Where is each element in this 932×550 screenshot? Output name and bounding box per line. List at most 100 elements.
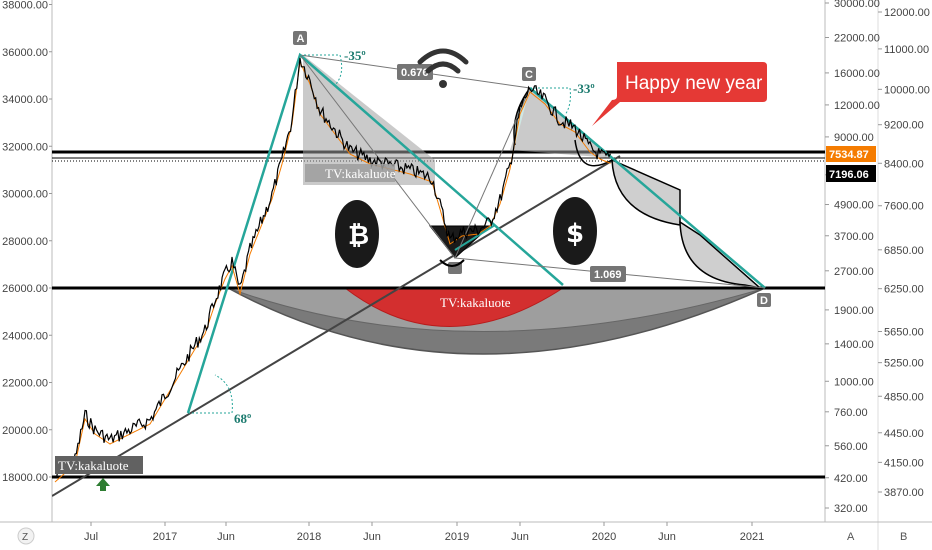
price-tag-upper: 7534.87 [826, 146, 876, 162]
right-outer-tick-label: 5250.00 [884, 358, 924, 370]
svg-text:D: D [760, 295, 768, 307]
right-outer-tick-label: 7600.00 [884, 201, 924, 213]
axis-button-a[interactable]: A [847, 531, 855, 543]
right-axis-outer: 3870.00 4150.00 4450.00 4850.00 5250.00 5650.… [878, 7, 930, 499]
rising-trendline [52, 155, 621, 497]
left-tick-label: 30000.00 [2, 189, 48, 201]
ratio-line-bc [454, 87, 531, 259]
left-tick-label: 38000.00 [2, 0, 48, 12]
right-outer-tick-label: 12000.00 [884, 7, 930, 19]
right-inner-tick-label: 30000.00 [834, 0, 880, 10]
right-inner-tick-label: 320.00 [834, 503, 868, 515]
watermark-3: TV:kakaluote [58, 458, 129, 473]
left-tick-label: 18000.00 [2, 472, 48, 484]
red-dome [343, 287, 565, 327]
right-inner-tick-label: 4900.00 [834, 200, 874, 212]
left-tick-label: 28000.00 [2, 236, 48, 248]
left-tick-label: 36000.00 [2, 47, 48, 59]
wifi-icon [417, 48, 469, 88]
right-inner-tick-label: 9000.00 [834, 132, 874, 144]
right-outer-tick-label: 4850.00 [884, 391, 924, 403]
price-tag-lower: 7196.06 [826, 165, 876, 182]
x-axis: Jul 2017 Jun 2018 Jun 2019 Jun 2020 Jun 2021 [84, 522, 764, 543]
x-tick-label: 2019 [445, 531, 469, 543]
projection-arc-1 [611, 158, 681, 226]
svg-text:0.676: 0.676 [401, 67, 429, 79]
ratio-label-0676: 0.676 [397, 64, 433, 80]
right-inner-tick-label: 3700.00 [834, 231, 874, 243]
right-inner-tick-label: 1000.00 [834, 376, 874, 388]
ratio-label-1069: 1.069 [590, 266, 626, 282]
x-tick-label: Jun [217, 531, 235, 543]
x-tick-label: 2020 [592, 531, 616, 543]
left-tick-label: 34000.00 [2, 94, 48, 106]
x-tick-label: 2018 [297, 531, 321, 543]
right-outer-tick-label: 6250.00 [884, 284, 924, 296]
watermark-box-1 [305, 164, 395, 182]
right-inner-tick-label: 2700.00 [834, 266, 874, 278]
angle-arc-a [300, 54, 343, 86]
left-tick-label: 26000.00 [2, 283, 48, 295]
axis-button-z[interactable]: Z [17, 527, 35, 545]
angle-label-68: 68º [234, 411, 251, 426]
right-inner-tick-label: 560.00 [834, 441, 868, 453]
point-label-a: A [293, 31, 307, 45]
price-line [54, 57, 612, 479]
left-tick-label: 20000.00 [2, 425, 48, 437]
right-axis-inner: 320.00 420.00 560.00 760.00 1000.00 1400.00 19… [825, 0, 880, 515]
watermark-2: TV:kakaluote [440, 295, 511, 310]
right-inner-tick-label: 420.00 [834, 473, 868, 485]
point-label-c: C [522, 67, 536, 81]
x-tick-label: 2017 [153, 531, 177, 543]
right-outer-tick-label: 9200.00 [884, 120, 924, 132]
svg-text:₿: ₿ [348, 221, 369, 251]
svg-text:A: A [847, 531, 855, 543]
left-tick-label: 32000.00 [2, 141, 48, 153]
up-arrow-icon [96, 478, 110, 491]
svg-text:B: B [900, 531, 907, 543]
anchor-icon [439, 259, 465, 267]
right-outer-tick-label: 8400.00 [884, 158, 924, 170]
svg-text:Z: Z [22, 532, 28, 543]
green-leg-cd [529, 87, 766, 289]
angle-arc-68 [188, 374, 233, 414]
x-tick-label: 2021 [740, 531, 764, 543]
callout-bubble: Happy new year [592, 62, 767, 126]
svg-text:A: A [297, 33, 305, 45]
left-tick-label: 24000.00 [2, 330, 48, 342]
x-tick-label: Jun [658, 531, 676, 543]
angle-label-a: -35º [344, 48, 366, 63]
small-arc-c [574, 139, 613, 167]
svg-text:$: $ [566, 219, 584, 249]
svg-text:7534.87: 7534.87 [829, 149, 869, 161]
right-outer-tick-label: 5650.00 [884, 326, 924, 338]
right-outer-tick-label: 4450.00 [884, 428, 924, 440]
bitcoin-icon: ₿ [335, 200, 379, 268]
right-inner-tick-label: 760.00 [834, 407, 868, 419]
x-tick-label: Jun [511, 531, 529, 543]
green-leg-b-rise [454, 224, 496, 251]
right-outer-tick-label: 4150.00 [884, 457, 924, 469]
left-axis: 18000.00 20000.00 22000.00 24000.00 26000.00… [2, 0, 52, 484]
angle-arc-c [530, 87, 571, 116]
right-inner-tick-label: 22000.00 [834, 32, 880, 44]
axis-button-b[interactable]: B [900, 531, 907, 543]
angle-label-c: -33º [573, 81, 595, 96]
svg-text:Happy new year: Happy new year [625, 73, 763, 94]
x-tick-label: Jul [84, 531, 98, 543]
right-inner-tick-label: 1400.00 [834, 339, 874, 351]
projection-arc-2 [679, 220, 763, 290]
x-tick-label: Jun [363, 531, 381, 543]
left-tick-label: 22000.00 [2, 378, 48, 390]
right-inner-tick-label: 12000.00 [834, 100, 880, 112]
right-outer-tick-label: 10000.00 [884, 84, 930, 96]
right-inner-tick-label: 1900.00 [834, 305, 874, 317]
right-outer-tick-label: 3870.00 [884, 487, 924, 499]
right-outer-tick-label: 11000.00 [884, 44, 929, 56]
svg-text:1.069: 1.069 [594, 269, 622, 281]
dollar-icon: $ [553, 197, 597, 265]
right-inner-tick-label: 16000.00 [834, 68, 880, 80]
watermark-box-3 [55, 456, 143, 474]
